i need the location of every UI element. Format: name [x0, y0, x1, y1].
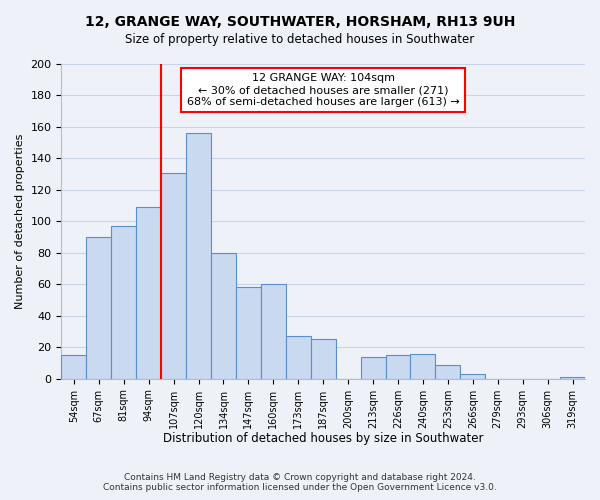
Bar	[311, 340, 335, 378]
X-axis label: Distribution of detached houses by size in Southwater: Distribution of detached houses by size …	[163, 432, 484, 445]
Text: 12 GRANGE WAY: 104sqm
← 30% of detached houses are smaller (271)
68% of semi-det: 12 GRANGE WAY: 104sqm ← 30% of detached …	[187, 74, 460, 106]
Bar	[161, 172, 186, 378]
Bar	[61, 355, 86, 378]
Text: Contains HM Land Registry data © Crown copyright and database right 2024.
Contai: Contains HM Land Registry data © Crown c…	[103, 473, 497, 492]
Bar	[111, 226, 136, 378]
Bar	[211, 253, 236, 378]
Text: 12, GRANGE WAY, SOUTHWATER, HORSHAM, RH13 9UH: 12, GRANGE WAY, SOUTHWATER, HORSHAM, RH1…	[85, 15, 515, 29]
Bar	[86, 237, 111, 378]
Bar	[186, 133, 211, 378]
Bar	[136, 207, 161, 378]
Y-axis label: Number of detached properties: Number of detached properties	[15, 134, 25, 309]
Bar	[410, 354, 436, 378]
Bar	[261, 284, 286, 378]
Bar	[361, 356, 386, 378]
Text: Size of property relative to detached houses in Southwater: Size of property relative to detached ho…	[125, 32, 475, 46]
Bar	[460, 374, 485, 378]
Bar	[236, 288, 261, 378]
Bar	[386, 355, 410, 378]
Bar	[436, 364, 460, 378]
Bar	[560, 377, 585, 378]
Bar	[286, 336, 311, 378]
